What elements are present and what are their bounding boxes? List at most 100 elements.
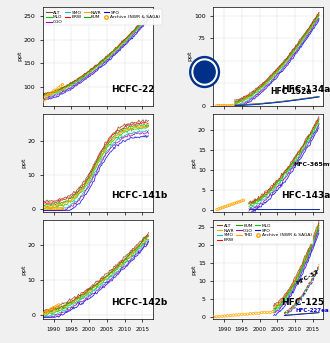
Point [214, 314, 219, 319]
Point [253, 310, 259, 316]
Point [225, 313, 230, 318]
Point [60, 206, 65, 211]
Y-axis label: ppt: ppt [17, 51, 22, 61]
Point [42, 97, 47, 103]
Point [214, 103, 219, 108]
Point [211, 314, 216, 320]
Text: HCFC-22: HCFC-22 [111, 85, 154, 94]
Point [53, 87, 58, 93]
Point [49, 206, 54, 211]
Point [225, 203, 230, 209]
Point [228, 202, 234, 207]
Point [53, 304, 58, 310]
Y-axis label: ppt: ppt [191, 158, 196, 168]
Point [220, 205, 225, 210]
Point [48, 307, 53, 312]
Circle shape [190, 57, 219, 87]
Point [42, 310, 47, 316]
Point [227, 103, 232, 108]
Legend: ALT, MLO, CGO, SMO, BRW, NWR, KUM, SPO, Archive (NWR & SAGA): ALT, MLO, CGO, SMO, BRW, NWR, KUM, SPO, … [45, 9, 162, 25]
Point [239, 198, 245, 204]
Point [48, 92, 53, 97]
Point [54, 86, 60, 92]
Point [270, 309, 276, 314]
Point [223, 204, 228, 209]
Point [248, 311, 253, 316]
Point [40, 311, 46, 317]
Text: HCFC-142b: HCFC-142b [111, 298, 167, 307]
Point [265, 310, 270, 315]
Point [51, 206, 56, 211]
Point [56, 302, 61, 308]
Circle shape [192, 59, 217, 85]
Point [46, 308, 51, 314]
Point [48, 206, 53, 211]
Point [216, 103, 221, 108]
Point [221, 103, 227, 108]
Point [51, 305, 56, 310]
Point [56, 85, 61, 91]
Point [60, 82, 65, 87]
Circle shape [194, 61, 215, 83]
Point [218, 103, 223, 108]
Text: HFC-152a: HFC-152a [270, 87, 312, 96]
Point [222, 313, 227, 319]
Point [237, 199, 243, 204]
Y-axis label: ppt: ppt [21, 264, 26, 275]
Point [228, 313, 233, 318]
Point [233, 312, 239, 318]
Point [239, 311, 245, 317]
Y-axis label: ppt: ppt [21, 158, 26, 168]
Text: HFC-365mfc: HFC-365mfc [293, 162, 330, 167]
Point [56, 206, 61, 211]
Point [268, 310, 273, 315]
Point [242, 312, 247, 317]
Point [54, 206, 60, 211]
Point [49, 306, 54, 311]
Point [230, 201, 236, 207]
Point [234, 200, 239, 205]
Point [221, 204, 227, 210]
Y-axis label: ppt: ppt [191, 264, 196, 275]
Point [230, 103, 236, 108]
Point [219, 314, 224, 319]
Point [216, 206, 221, 212]
Point [44, 206, 49, 211]
Text: HFC-227ea: HFC-227ea [295, 308, 329, 313]
Text: HFC-134a: HFC-134a [281, 85, 330, 94]
Point [46, 206, 51, 211]
Text: HFC-125: HFC-125 [281, 298, 325, 307]
Point [259, 310, 264, 315]
Text: HFC-32: HFC-32 [295, 269, 319, 286]
Point [241, 198, 246, 203]
Legend: ALT, NWR, SMO, BRW, KUM, CGO, THD, MLO, SPO, Archive (NWR & SAGA): ALT, NWR, SMO, BRW, KUM, CGO, THD, MLO, … [215, 223, 313, 244]
Point [256, 311, 261, 316]
Point [250, 311, 256, 316]
Point [58, 83, 63, 89]
Y-axis label: ppt: ppt [188, 51, 193, 61]
Point [54, 303, 60, 309]
Point [46, 92, 51, 97]
Point [44, 309, 49, 315]
Point [223, 103, 228, 108]
Text: HCFC-141b: HCFC-141b [111, 191, 167, 200]
Point [245, 311, 250, 317]
Point [262, 310, 267, 315]
Point [44, 95, 49, 101]
Text: HFC-143a: HFC-143a [281, 191, 330, 200]
Point [49, 90, 54, 96]
Point [228, 103, 234, 108]
Point [236, 312, 242, 318]
Point [53, 206, 58, 211]
Point [236, 199, 241, 205]
Point [58, 206, 63, 211]
Point [51, 88, 56, 94]
Point [216, 314, 222, 319]
Point [218, 205, 223, 211]
Point [232, 201, 237, 206]
Point [231, 312, 236, 318]
Point [220, 103, 225, 108]
Point [40, 98, 46, 104]
Point [225, 103, 230, 108]
Point [214, 207, 219, 212]
